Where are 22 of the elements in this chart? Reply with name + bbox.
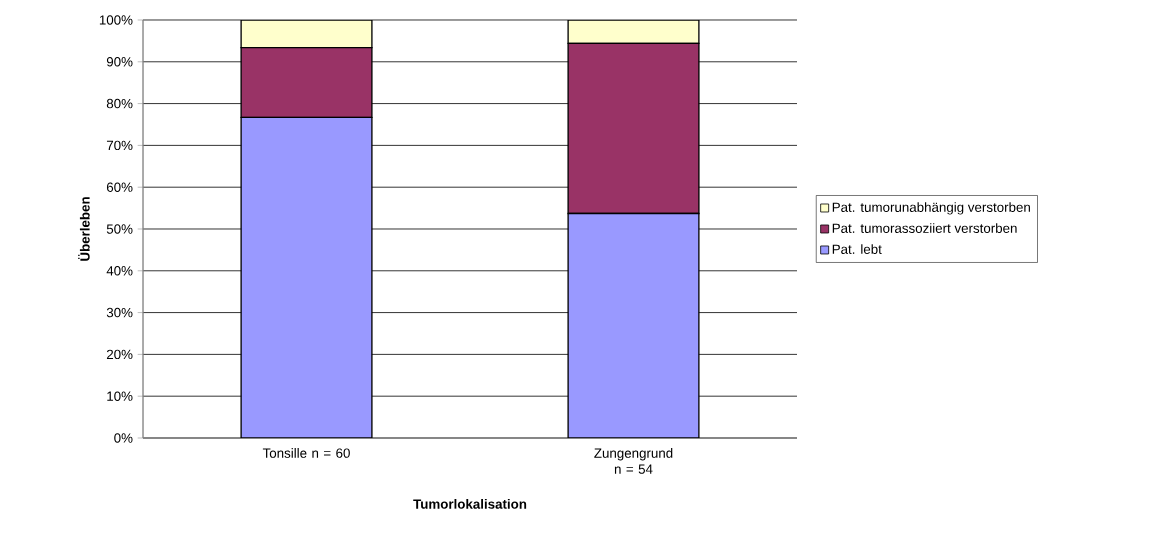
- y-tick-label: 100%: [99, 15, 133, 25]
- legend-label: Pat. tumorunabhängig verstorben: [832, 202, 1030, 215]
- y-axis-title: Überleben: [78, 197, 90, 261]
- legend-label: Pat. lebt: [832, 244, 882, 254]
- y-tick-label: 50%: [106, 224, 133, 234]
- x-axis-title: Tumorlokalisation: [413, 498, 527, 509]
- y-tick-label: 30%: [106, 307, 133, 318]
- x-tick-label: Zungengrund n = 54: [594, 448, 673, 474]
- bar: [567, 19, 700, 45]
- y-tick-label: 70%: [106, 140, 133, 151]
- bar: [567, 212, 700, 438]
- y-tick-label: 0%: [114, 433, 133, 443]
- legend-label: Pat. tumorassoziiert verstorben: [832, 223, 1017, 233]
- y-tick-label: 20%: [106, 349, 133, 360]
- y-tick-label: 90%: [106, 57, 133, 67]
- y-tick-label: 80%: [106, 98, 133, 109]
- bar: [240, 19, 373, 49]
- y-tick-label: 40%: [106, 266, 133, 276]
- y-tick-label: 60%: [106, 182, 133, 192]
- x-tick-label: Tonsille n = 60: [262, 448, 350, 458]
- bar: [240, 116, 373, 438]
- y-tick-label: 10%: [107, 391, 133, 401]
